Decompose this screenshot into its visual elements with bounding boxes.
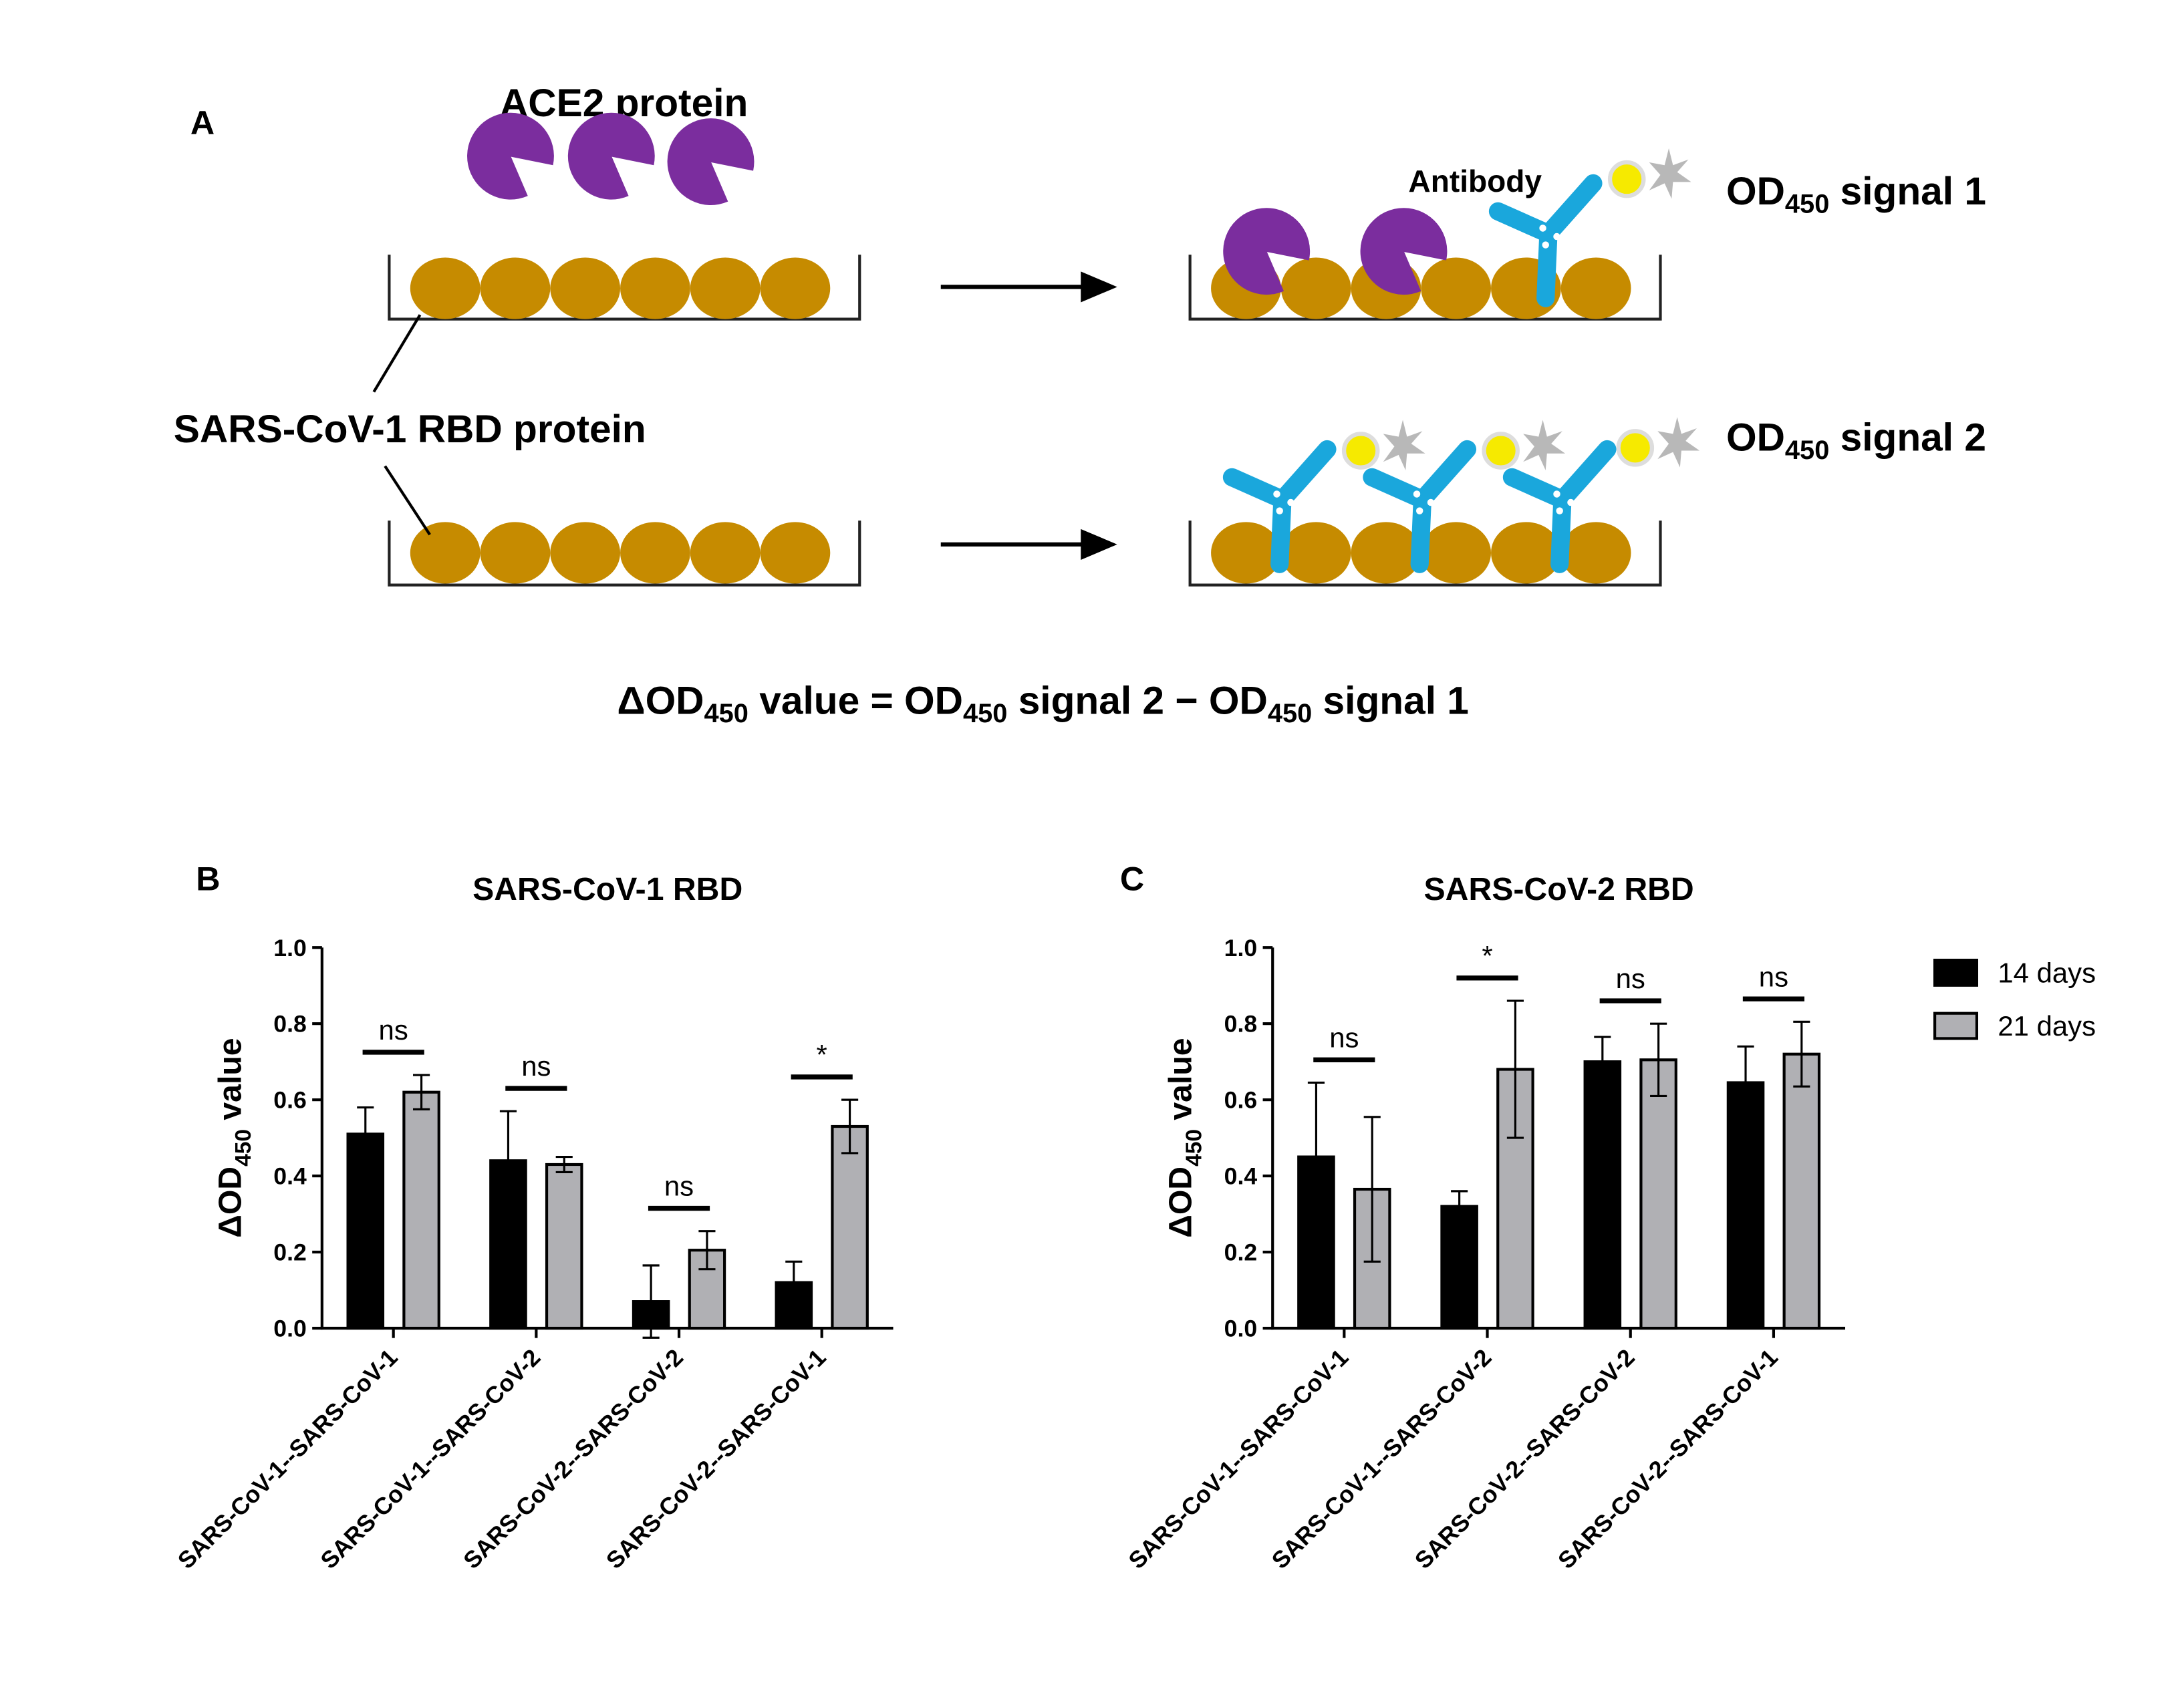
rbd-label: SARS-CoV-1 RBD protein	[174, 408, 646, 451]
significance-label: ns	[1759, 961, 1788, 992]
y-tick-label: 0.4	[1224, 1163, 1258, 1190]
bar	[831, 1124, 869, 1330]
y-tick-label: 0.2	[273, 1239, 307, 1266]
legend-label: 14 days	[1998, 957, 2096, 989]
panel-letter: C	[1120, 859, 1144, 897]
significance-label: ns	[1329, 1022, 1359, 1053]
antibody-label: Antibody	[1408, 164, 1542, 198]
chart-title: SARS-CoV-2 RBD	[1424, 871, 1694, 907]
panel-letter: B	[196, 859, 220, 897]
bar	[1639, 1058, 1677, 1330]
y-tick-label: 0.0	[1224, 1316, 1258, 1342]
bar	[346, 1132, 385, 1330]
y-tick-label: 0.8	[1224, 1011, 1258, 1038]
bar	[1726, 1081, 1765, 1330]
y-tick-label: 0.4	[273, 1163, 307, 1190]
y-tick-label: 0.2	[1224, 1239, 1258, 1266]
significance-label: *	[1482, 940, 1492, 971]
y-axis-label: ΔOD450 value	[212, 1038, 256, 1237]
y-tick-label: 0.6	[1224, 1087, 1258, 1114]
significance-label: ns	[379, 1014, 408, 1046]
y-tick-label: 1.0	[273, 935, 307, 961]
significance-label: *	[817, 1039, 827, 1070]
bar	[545, 1163, 583, 1330]
chart-title: SARS-CoV-1 RBD	[472, 871, 742, 907]
panel-letter: A	[190, 104, 215, 142]
legend-label: 21 days	[1998, 1010, 2096, 1042]
diagram: A ACE2 protein SARS-CoV-1 RBD protein An…	[174, 82, 1986, 728]
significance-label: ns	[521, 1050, 551, 1082]
bar	[402, 1090, 440, 1330]
y-tick-label: 0.0	[273, 1316, 307, 1342]
formula: ΔOD450 value = OD450 signal 2 − OD450 si…	[617, 679, 1468, 728]
significance-label: ns	[664, 1171, 694, 1202]
y-tick-label: 1.0	[1224, 935, 1258, 961]
legend-swatch	[1933, 958, 1979, 987]
y-tick-label: 0.6	[273, 1087, 307, 1114]
signal-1: OD450 signal 1	[1726, 170, 1986, 219]
bar	[1440, 1205, 1478, 1330]
bar	[1583, 1060, 1622, 1330]
legend-swatch	[1933, 1012, 1979, 1040]
signal-2: OD450 signal 2	[1726, 416, 1986, 466]
significance-label: ns	[1616, 963, 1645, 994]
y-tick-label: 0.8	[273, 1011, 307, 1038]
y-axis-label: ΔOD450 value	[1163, 1038, 1207, 1237]
bar	[1782, 1052, 1821, 1330]
